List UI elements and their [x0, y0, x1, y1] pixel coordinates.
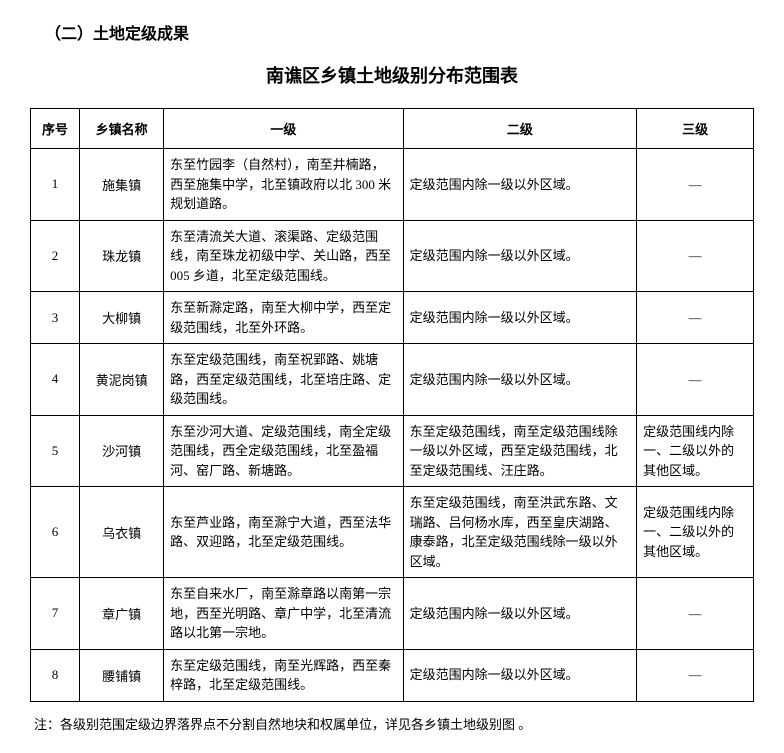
- cell-level3: —: [637, 649, 754, 701]
- table-row: 4黄泥岗镇东至定级范围线，南至祝郢路、姚塘路，西至定级范围线，北至培庄路、定级范…: [31, 344, 754, 416]
- cell-level1: 东至清流关大道、滚渠路、定级范围线，南至珠龙初级中学、关山路，西至 005 乡道…: [164, 220, 403, 292]
- cell-level2: 定级范围内除一级以外区域。: [403, 578, 637, 650]
- cell-level1: 东至芦业路，南至滁宁大道，西至法华路、双迎路，北至定级范围线。: [164, 487, 403, 578]
- cell-level1: 东至定级范围线，南至祝郢路、姚塘路，西至定级范围线，北至培庄路、定级范围线。: [164, 344, 403, 416]
- cell-town-name: 大柳镇: [80, 292, 164, 344]
- cell-level3: 定级范围线内除一、二级以外的其他区域。: [637, 415, 754, 487]
- col-header-lv3: 三级: [637, 109, 754, 149]
- cell-seq: 4: [31, 344, 80, 416]
- table-row: 2珠龙镇东至清流关大道、滚渠路、定级范围线，南至珠龙初级中学、关山路，西至 00…: [31, 220, 754, 292]
- cell-seq: 7: [31, 578, 80, 650]
- cell-seq: 1: [31, 149, 80, 221]
- table-row: 5沙河镇东至沙河大道、定级范围线，南全定级范围线，西全定级范围线，北至盈福河、窑…: [31, 415, 754, 487]
- cell-town-name: 章广镇: [80, 578, 164, 650]
- table-header-row: 序号 乡镇名称 一级 二级 三级: [31, 109, 754, 149]
- table-row: 3大柳镇东至新滁定路，南至大柳中学，西至定级范围线，北至外环路。定级范围内除一级…: [31, 292, 754, 344]
- col-header-lv2: 二级: [403, 109, 637, 149]
- footnote: 注：各级别范围定级边界落界点不分割自然地块和权属单位，详见各乡镇土地级别图 。: [34, 714, 754, 733]
- cell-level3: —: [637, 344, 754, 416]
- table-title: 南谯区乡镇土地级别分布范围表: [30, 62, 754, 88]
- cell-seq: 6: [31, 487, 80, 578]
- cell-town-name: 乌衣镇: [80, 487, 164, 578]
- cell-level1: 东至自来水厂，南至滁章路以南第一宗地，西至光明路、章广中学，北至清流路以北第一宗…: [164, 578, 403, 650]
- cell-level3: —: [637, 220, 754, 292]
- table-row: 1施集镇东至竹园李（自然村），南至井楠路，西至施集中学，北至镇政府以北 300 …: [31, 149, 754, 221]
- col-header-seq: 序号: [31, 109, 80, 149]
- cell-town-name: 腰铺镇: [80, 649, 164, 701]
- cell-level1: 东至新滁定路，南至大柳中学，西至定级范围线，北至外环路。: [164, 292, 403, 344]
- land-grade-table: 序号 乡镇名称 一级 二级 三级 1施集镇东至竹园李（自然村），南至井楠路，西至…: [30, 108, 754, 702]
- cell-level2: 定级范围内除一级以外区域。: [403, 149, 637, 221]
- cell-level3: —: [637, 149, 754, 221]
- col-header-lv1: 一级: [164, 109, 403, 149]
- cell-level1: 东至沙河大道、定级范围线，南全定级范围线，西全定级范围线，北至盈福河、窑厂路、新…: [164, 415, 403, 487]
- cell-seq: 2: [31, 220, 80, 292]
- cell-level2: 定级范围内除一级以外区域。: [403, 292, 637, 344]
- cell-town-name: 沙河镇: [80, 415, 164, 487]
- col-header-name: 乡镇名称: [80, 109, 164, 149]
- cell-level2: 东至定级范围线，南至洪武东路、文瑞路、吕何杨水库，西至皇庆湖路、康泰路，北至定级…: [403, 487, 637, 578]
- cell-seq: 8: [31, 649, 80, 701]
- cell-level2: 定级范围内除一级以外区域。: [403, 649, 637, 701]
- cell-level2: 定级范围内除一级以外区域。: [403, 220, 637, 292]
- section-title: （二）土地定级成果: [45, 20, 754, 44]
- cell-level2: 定级范围内除一级以外区域。: [403, 344, 637, 416]
- cell-seq: 3: [31, 292, 80, 344]
- cell-level3: 定级范围线内除一、二级以外的其他区域。: [637, 487, 754, 578]
- cell-level1: 东至定级范围线，南至光辉路，西至秦梓路，北至定级范围线。: [164, 649, 403, 701]
- cell-level1: 东至竹园李（自然村），南至井楠路，西至施集中学，北至镇政府以北 300 米规划道…: [164, 149, 403, 221]
- cell-level3: —: [637, 292, 754, 344]
- cell-town-name: 黄泥岗镇: [80, 344, 164, 416]
- cell-level2: 东至定级范围线，南至定级范围线除一级以外区域，西至定级范围线，北至定级范围线、汪…: [403, 415, 637, 487]
- table-row: 7章广镇东至自来水厂，南至滁章路以南第一宗地，西至光明路、章广中学，北至清流路以…: [31, 578, 754, 650]
- cell-level3: —: [637, 578, 754, 650]
- cell-seq: 5: [31, 415, 80, 487]
- cell-town-name: 施集镇: [80, 149, 164, 221]
- table-row: 6乌衣镇东至芦业路，南至滁宁大道，西至法华路、双迎路，北至定级范围线。东至定级范…: [31, 487, 754, 578]
- cell-town-name: 珠龙镇: [80, 220, 164, 292]
- table-row: 8腰铺镇东至定级范围线，南至光辉路，西至秦梓路，北至定级范围线。定级范围内除一级…: [31, 649, 754, 701]
